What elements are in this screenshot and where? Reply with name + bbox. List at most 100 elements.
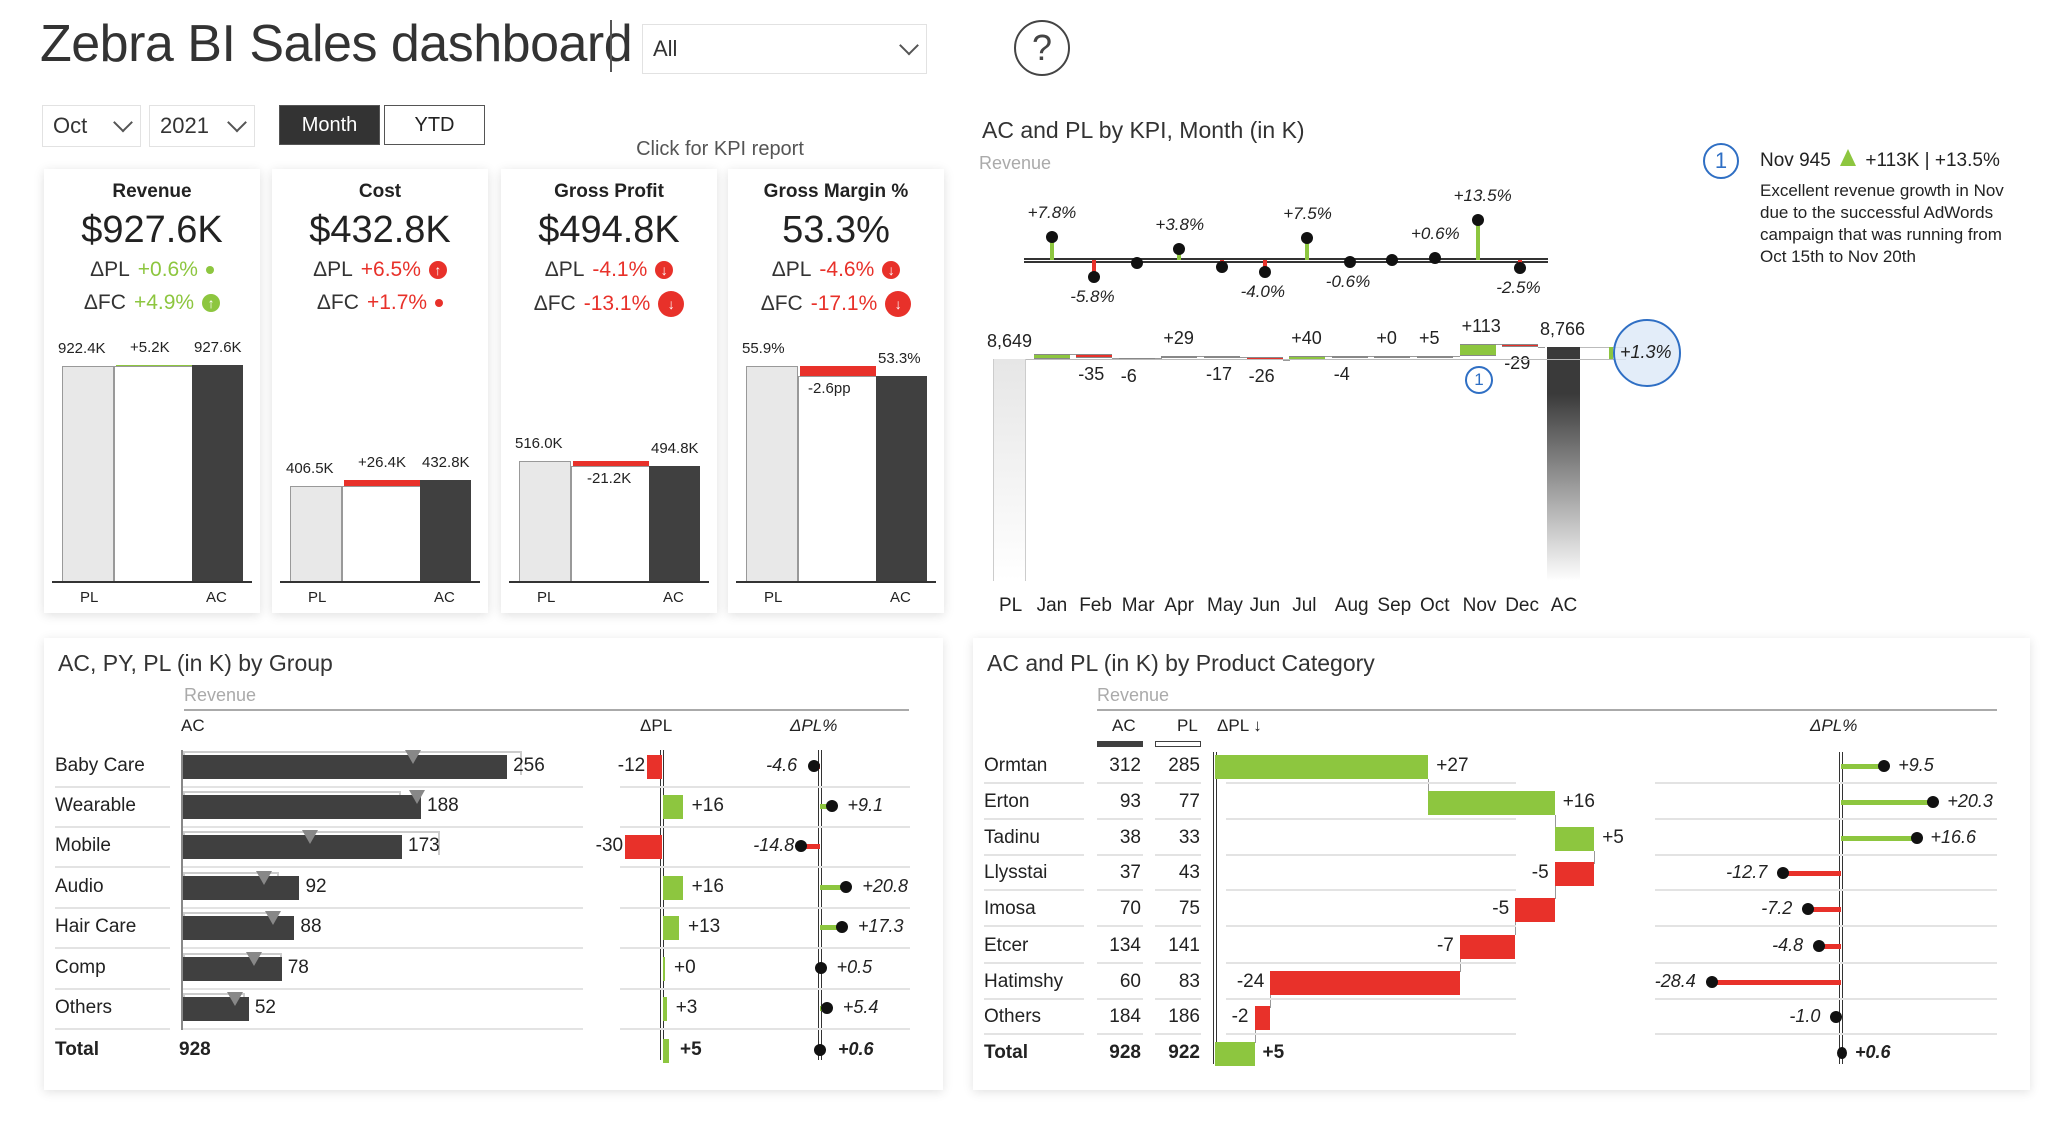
- waterfall-label-nov: +113: [1461, 316, 1501, 337]
- delta-bar: [573, 460, 649, 466]
- dplp-dot: [1878, 760, 1891, 772]
- kpi-card-gross-margin-[interactable]: Gross Margin % 53.3% ΔPL -4.6% ↓ ΔFC -17.1% ↓ 55…: [728, 169, 944, 613]
- dpl-value: -24: [1236, 971, 1265, 992]
- actual-bar: [192, 364, 243, 581]
- actual-value: 173: [408, 835, 440, 856]
- year-dropdown[interactable]: 2021: [149, 105, 255, 147]
- dplp-value: +16.6: [1930, 827, 1977, 847]
- waterfall-connector: [1367, 356, 1375, 358]
- waterfall-bar-may: [1204, 355, 1240, 358]
- axis-line: [736, 581, 936, 583]
- dplp-dot: [1777, 867, 1790, 879]
- waterfall-connector: [1254, 1030, 1256, 1043]
- dplp-value: -14.8: [753, 835, 795, 855]
- delta-connector: [571, 465, 649, 581]
- variance-label-oct: +0.6%: [1411, 224, 1460, 244]
- dpl-waterfall-bar: [1554, 862, 1595, 886]
- dplp-axis: [818, 750, 822, 1060]
- kpi-variance-dpl: ΔPL +6.5% ↑: [272, 258, 488, 282]
- waterfall-label-sep: +0: [1376, 328, 1397, 349]
- delta-connector: [342, 486, 420, 581]
- pl-value: 186: [1168, 1006, 1200, 1027]
- dpl-waterfall-bar: [1270, 971, 1460, 995]
- waterfall-bar-aug: [1331, 355, 1368, 358]
- variance-value: +4.9%: [133, 291, 195, 314]
- product-row-label: Llysstai: [984, 862, 1048, 883]
- waterfall-connector: [1112, 357, 1120, 359]
- variance-label-aug: -0.6%: [1325, 271, 1371, 291]
- kpi-report-link[interactable]: Click for KPI report: [636, 138, 804, 160]
- variance-value: -4.6%: [819, 258, 875, 281]
- product-panel: [973, 638, 2030, 1090]
- group-row-label: Mobile: [55, 835, 111, 856]
- kpi-card-gross-profit[interactable]: Gross Profit $494.8K ΔPL -4.1% ↓ ΔFC -13.1% ↓ 51…: [501, 169, 717, 613]
- x-label-ac: AC: [206, 589, 227, 606]
- actual-bar: [649, 465, 700, 581]
- kpi-card-revenue[interactable]: Revenue $927.6K ΔPL +0.6% ΔFC +4.9% ↑ 922.4K +5.…: [44, 169, 260, 613]
- waterfall-label-aug: -4: [1333, 363, 1350, 384]
- kpi-variance-dfc: ΔFC -17.1% ↓: [728, 291, 944, 317]
- row-divider: [1155, 925, 1201, 927]
- group-col-dpl: ΔPL: [640, 716, 673, 735]
- row-divider: [984, 782, 1084, 784]
- row-divider: [1097, 889, 1143, 891]
- annotation-marker[interactable]: 1: [1703, 143, 1739, 179]
- product-total-dpl: +5: [1262, 1042, 1285, 1063]
- row-divider: [1226, 782, 1516, 784]
- group-row-label: Others: [55, 997, 113, 1018]
- x-label-aug: Aug: [1334, 595, 1369, 616]
- row-divider: [1097, 962, 1143, 964]
- ac-value: 312: [1109, 755, 1141, 776]
- dpl-waterfall-bar: [1515, 898, 1555, 922]
- dplp-dot: [1813, 940, 1826, 952]
- row-divider: [1155, 889, 1201, 891]
- toggle-month[interactable]: Month: [279, 105, 380, 145]
- x-label-pl: PL: [308, 589, 327, 606]
- row-divider: [984, 998, 1084, 1000]
- waterfall-connector: [1554, 815, 1556, 828]
- product-row-label: Others: [984, 1006, 1042, 1027]
- waterfall-connector: [1270, 995, 1272, 1008]
- dpl-value: +27: [1436, 755, 1469, 776]
- group-row-label: Baby Care: [55, 755, 145, 776]
- x-label-ac: AC: [434, 589, 455, 606]
- row-divider: [984, 854, 1084, 856]
- product-col-dplp: ΔPL%: [1810, 716, 1858, 735]
- total-variance-label: +1.3%: [1620, 342, 1672, 362]
- filter-value: All: [653, 36, 678, 61]
- dplp-value: +5.4: [842, 997, 879, 1017]
- group-total-label: Total: [55, 1039, 99, 1060]
- dplp-value: -1.0: [1789, 1006, 1821, 1026]
- row-divider: [1226, 962, 1516, 964]
- variance-value: +1.7%: [366, 291, 428, 314]
- variance-label: ΔPL: [90, 258, 130, 281]
- waterfall-bar-nov: [1459, 344, 1496, 356]
- waterfall-connector: [1554, 886, 1556, 899]
- variance-label-jul: +7.5%: [1283, 203, 1332, 223]
- help-icon[interactable]: ?: [1014, 20, 1070, 76]
- dpl-value: -12: [617, 755, 646, 776]
- waterfall-bar-apr: [1161, 355, 1198, 359]
- delta-bar: [800, 365, 876, 376]
- month-dropdown[interactable]: Oct: [42, 105, 141, 147]
- variance-dot-jun: [1258, 266, 1271, 278]
- variance-axis: [1024, 258, 1548, 263]
- dpl-value: -7: [1436, 935, 1454, 956]
- variance-stem-oct: [1433, 258, 1437, 260]
- row-divider: [1097, 998, 1143, 1000]
- product-row-label: Imosa: [984, 898, 1036, 919]
- group-title: AC, PY, PL (in K) by Group: [58, 650, 333, 676]
- filter-dropdown[interactable]: All: [642, 24, 927, 74]
- row-divider: [183, 1028, 583, 1030]
- kpi-title: Gross Margin %: [763, 181, 909, 202]
- kpi-card-cost[interactable]: Cost $432.8K ΔPL +6.5% ↑ ΔFC +1.7% 406.5K +26.4K…: [272, 169, 488, 613]
- py-triangle-marker: [409, 790, 426, 804]
- dplp-value: +0.5: [836, 957, 873, 977]
- waterfall-connector: [1428, 779, 1430, 792]
- dplp-dot: [795, 840, 808, 852]
- row-divider: [1097, 854, 1143, 856]
- dplp-stem: [1711, 980, 1841, 985]
- product-total-ac: 928: [1109, 1042, 1141, 1063]
- month-value: Oct: [53, 113, 88, 138]
- toggle-ytd[interactable]: YTD: [384, 105, 485, 145]
